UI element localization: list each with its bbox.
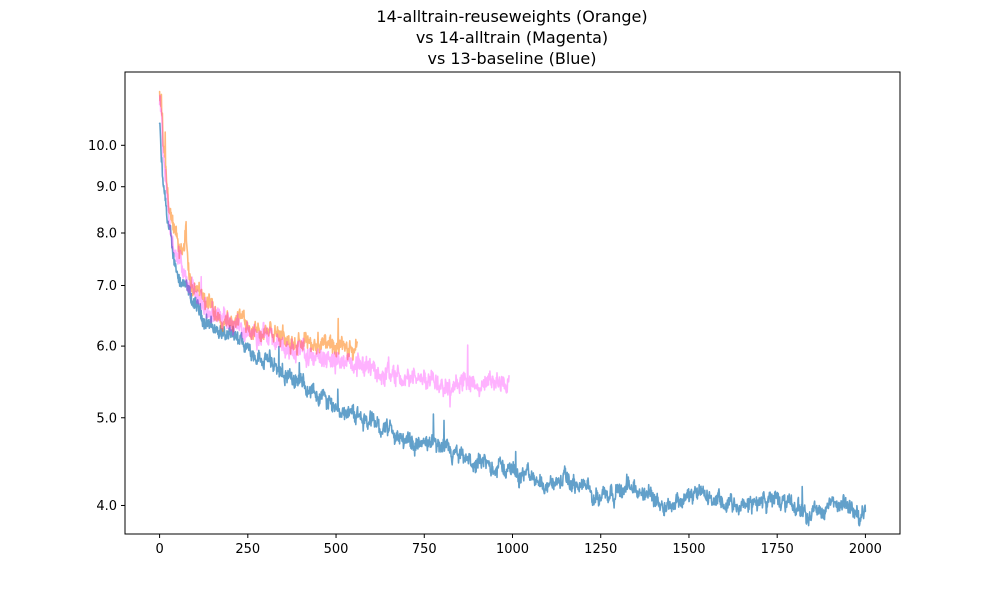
y-tick-label: 4.0 [96,499,117,514]
x-tick-label: 1250 [584,542,617,557]
chart-title-line-1: 14-alltrain-reuseweights (Orange) [376,7,647,26]
x-tick-label: 500 [324,542,349,557]
chart-title-line-3: vs 13-baseline (Blue) [427,49,596,68]
chart-title-line-2: vs 14-alltrain (Magenta) [416,28,608,47]
y-tick-label: 5.0 [96,411,117,426]
x-tick-label: 1000 [496,542,529,557]
x-tick-label: 0 [155,542,163,557]
y-tick-label: 6.0 [96,340,117,355]
x-tick-label: 250 [235,542,260,557]
y-tick-label: 9.0 [96,180,117,195]
x-tick-label: 1750 [761,542,794,557]
y-tick-label: 8.0 [96,227,117,242]
series-line-1 [158,90,358,361]
x-tick-label: 1500 [672,542,705,557]
x-tick-label: 2000 [849,542,882,557]
series-line-0 [158,122,867,527]
x-tick-label: 750 [412,542,437,557]
series-layer [158,90,867,527]
series-line-2 [158,94,510,408]
axis-layer: 0 250 500 750 1000 1250 1500 1750 2000 4.0 5.0 6.0 7… [88,71,901,557]
y-tick-label: 10.0 [88,139,117,154]
y-tick-label: 7.0 [96,279,117,294]
